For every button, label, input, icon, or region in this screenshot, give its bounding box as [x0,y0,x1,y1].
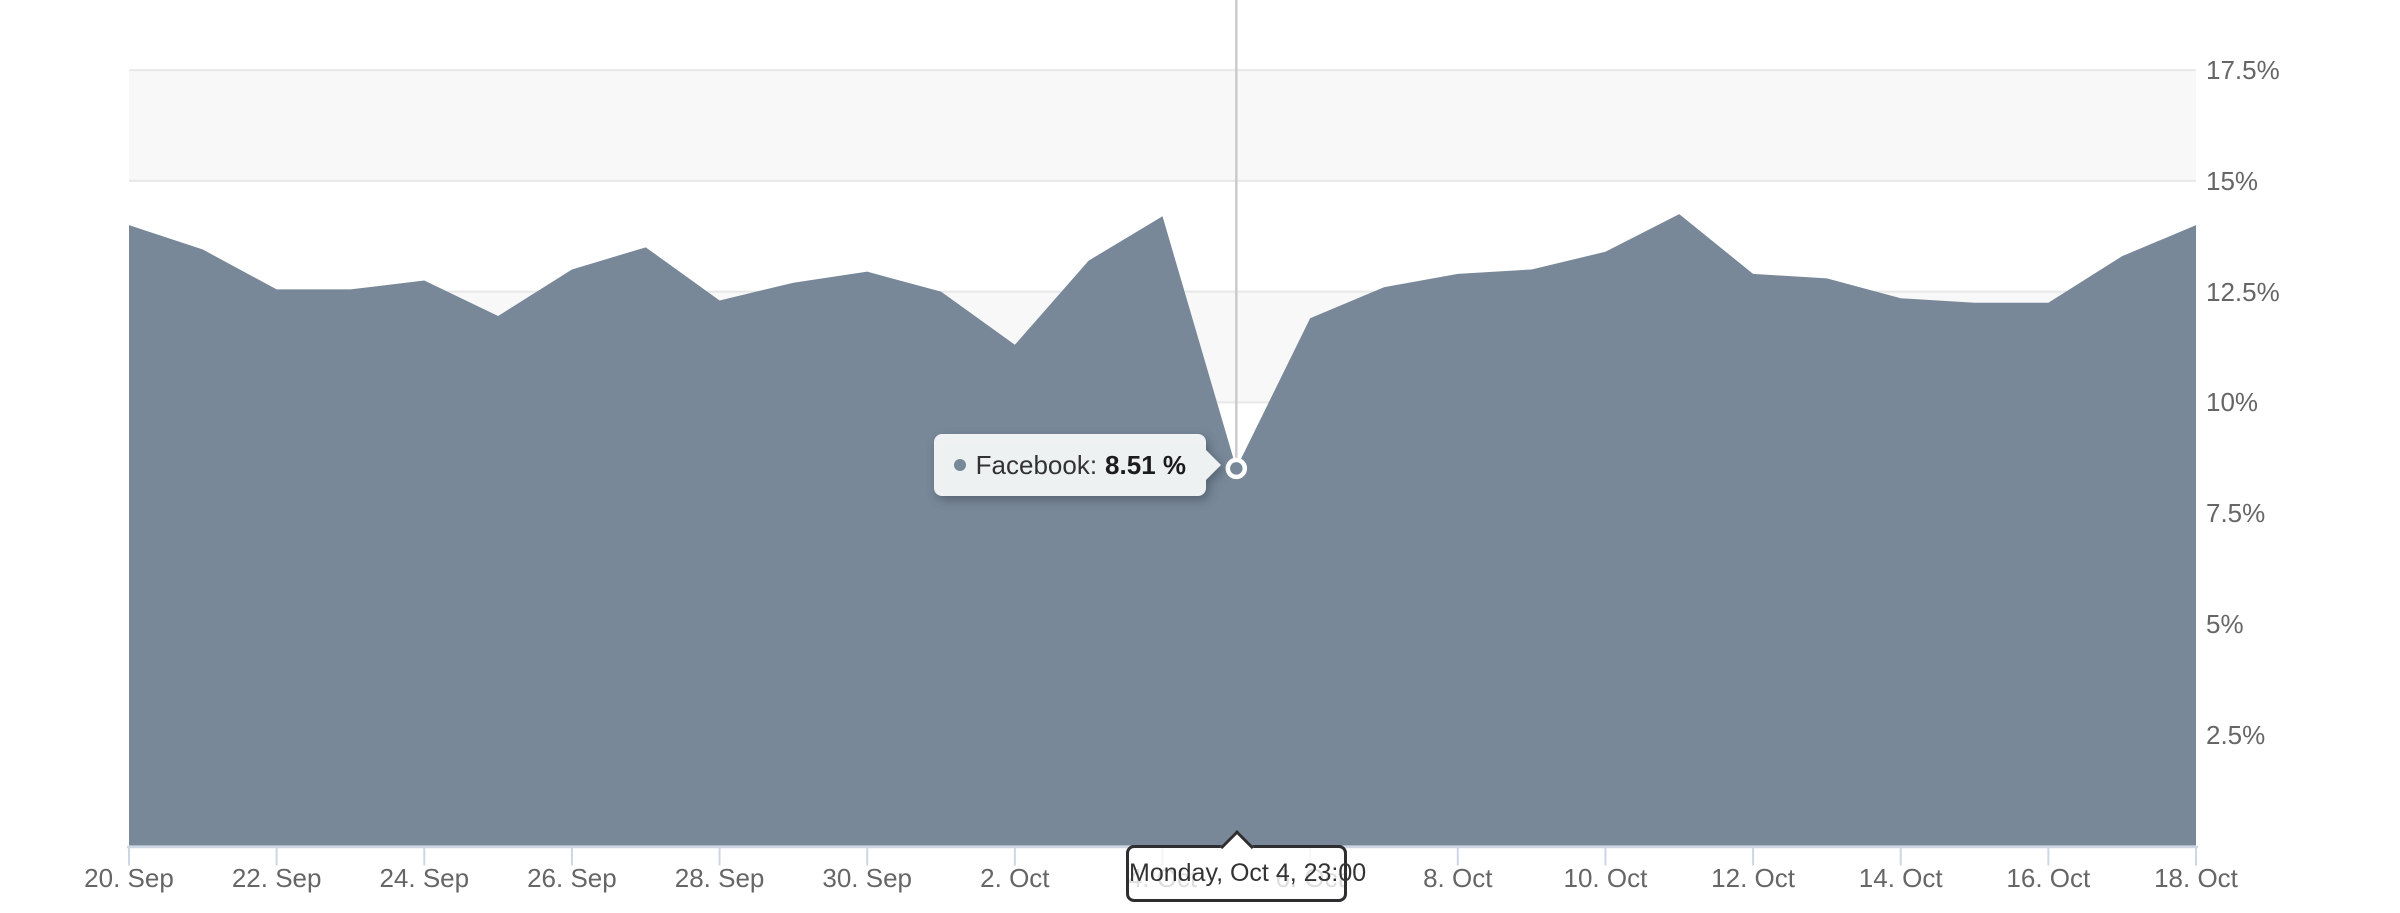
plot-area[interactable] [129,0,2196,845]
x-tick-label: 14. Oct [1858,863,1943,893]
y-tick-label: 10% [2206,387,2259,418]
y-tick-label: 2.5% [2206,719,2266,750]
x-tick-label: 8. Oct [1423,863,1493,893]
x-tick-label: 28. Sep [674,863,765,893]
y-tick-label: 15% [2206,165,2259,196]
x-tick-label: 24. Sep [379,863,470,893]
y-tick-label: 17.5% [2206,55,2280,86]
x-tick-label: 2. Oct [980,863,1050,893]
x-tick-label: 26. Sep [527,863,617,893]
hover-point-marker [1225,457,1248,480]
axis-tooltip-text: Monday, Oct 4, 23:00 [1129,859,1367,887]
x-tick-label: 12. Oct [1711,863,1795,893]
x-tick-label: 22. Sep [231,863,322,893]
grid-band [129,70,2196,181]
x-tick-label: 30. Sep [822,863,913,893]
series-tooltip: Facebook: 8.51 % [933,434,1221,496]
series-tooltip-arrow-icon [1206,450,1221,480]
series-tooltip-label: Facebook: [975,449,1098,480]
x-tick-label: 16. Oct [2006,863,2091,893]
facebook-area-series[interactable] [129,214,2196,846]
x-tick-label: 10. Oct [1563,863,1648,893]
x-tick-label: 18. Oct [2154,863,2238,893]
series-bullet-icon [953,459,966,471]
x-tick-label: 20. Sep [84,863,174,893]
series-tooltip-value: 8.51 % [1105,449,1186,480]
y-tick-label: 7.5% [2206,498,2266,529]
y-tick-label: 5% [2206,608,2244,639]
y-tick-label: 12.5% [2206,276,2280,307]
x-axis-tooltip: Monday, Oct 4, 23:00 [1126,830,1366,902]
